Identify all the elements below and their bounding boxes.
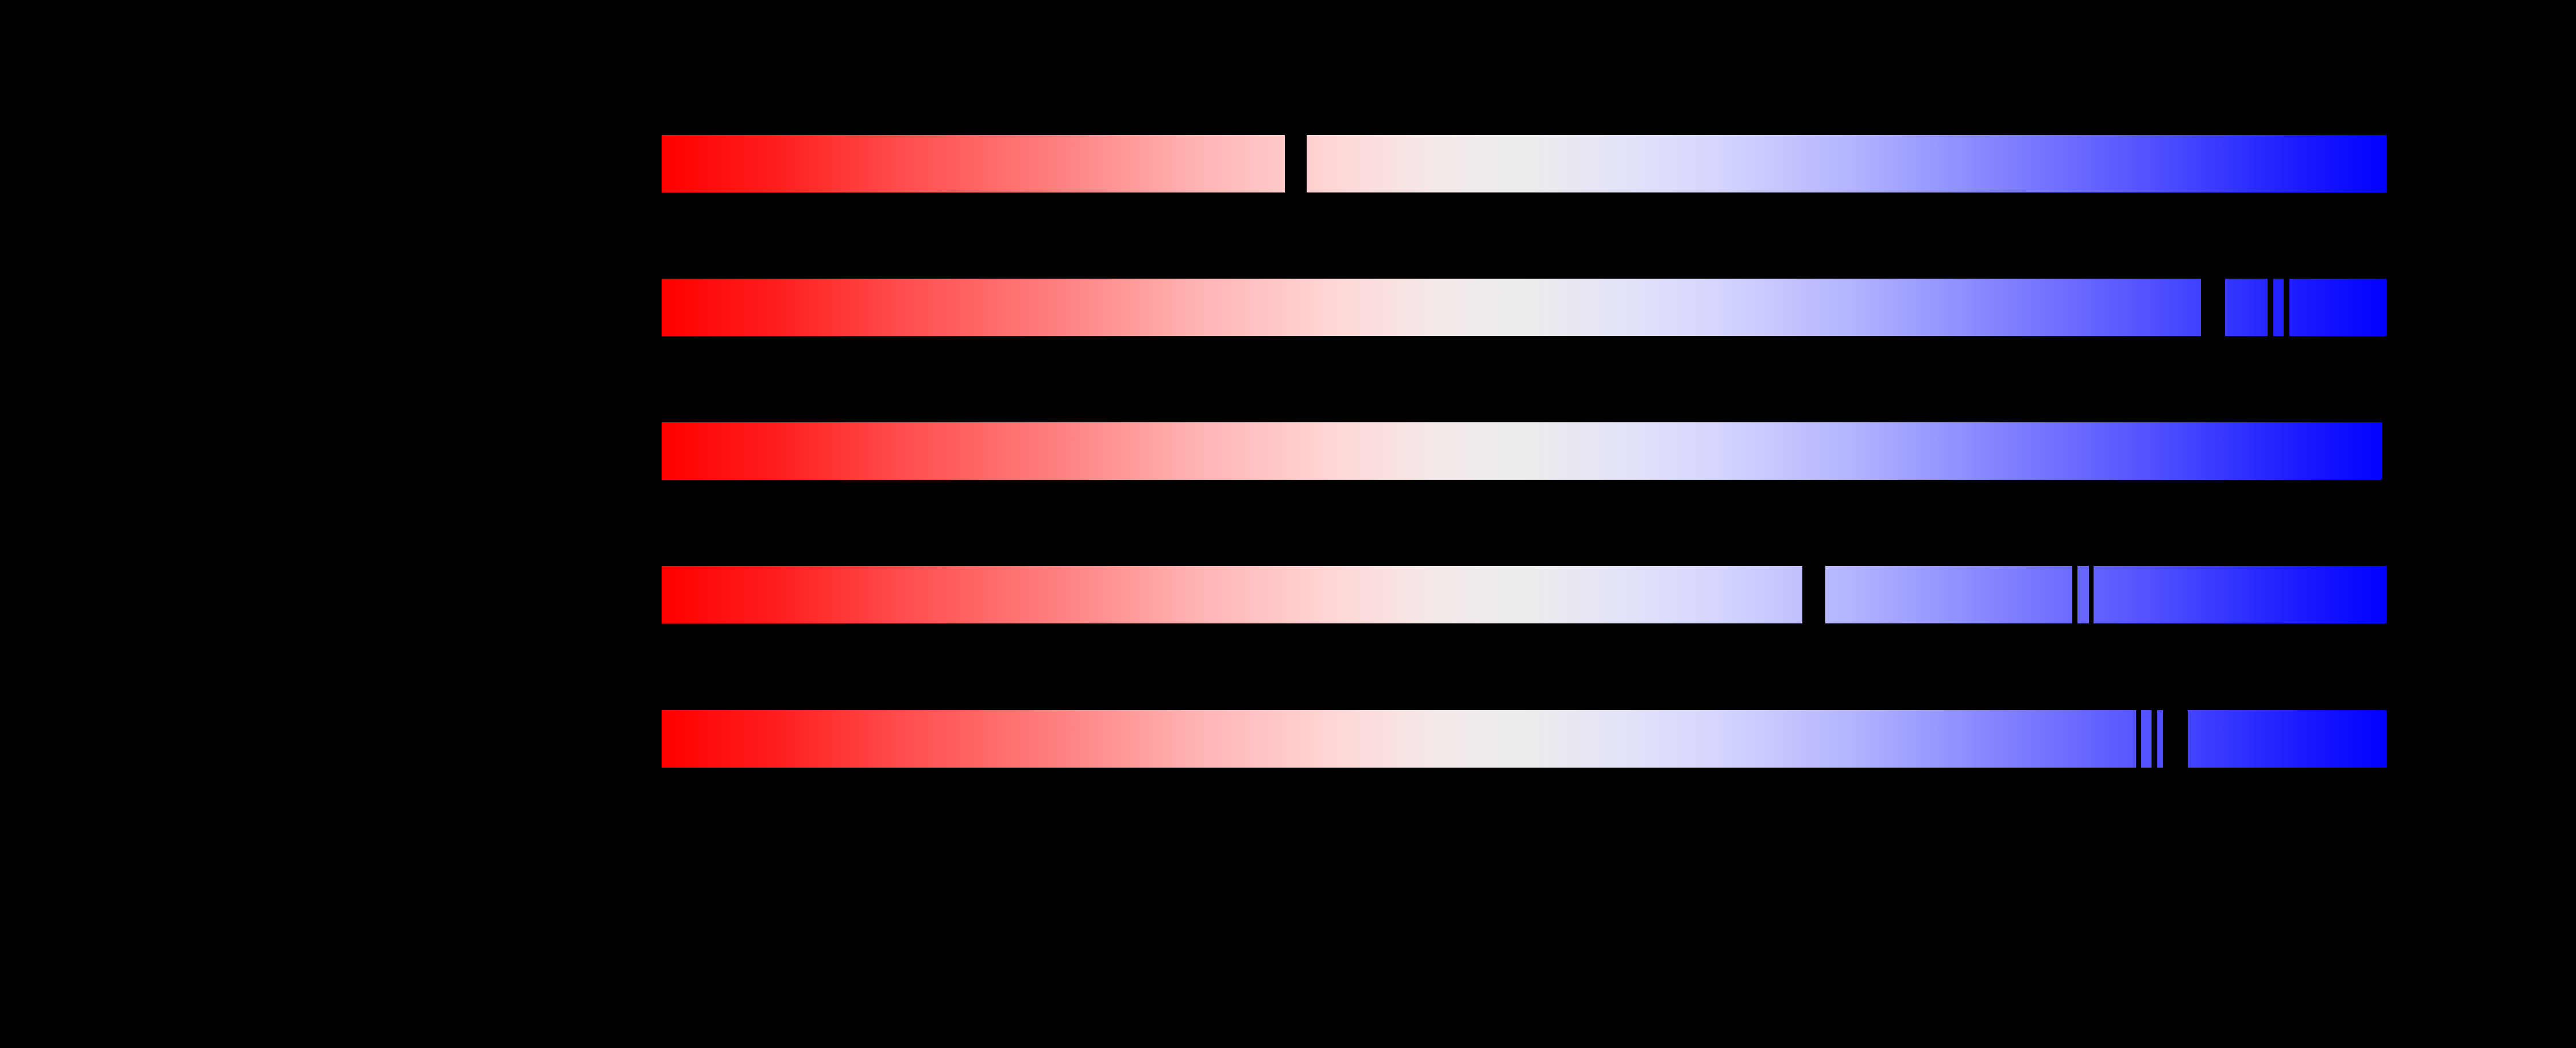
bar-segment xyxy=(662,279,2201,336)
bar-segment xyxy=(662,135,1285,192)
bar-segment xyxy=(2094,566,2386,623)
bar-segment xyxy=(1623,135,2386,192)
x-tick xyxy=(662,799,663,807)
bar-segment xyxy=(1825,566,2072,623)
bar-row-4[interactable] xyxy=(662,566,2386,623)
bar-segment xyxy=(662,566,1802,623)
x-tick xyxy=(1523,799,1524,807)
x-tick xyxy=(2385,799,2386,807)
bar-segment xyxy=(2273,279,2284,336)
bar-row-3[interactable] xyxy=(662,422,2386,480)
bar-segment xyxy=(1603,135,1617,192)
bar-segment xyxy=(2141,710,2152,768)
bar-segment xyxy=(2289,279,2386,336)
bar-row-5[interactable] xyxy=(662,710,2386,768)
bar-row-1[interactable] xyxy=(662,135,2386,192)
bar-row-2[interactable] xyxy=(662,279,2386,336)
bar-segment xyxy=(662,710,2136,768)
x-axis xyxy=(662,799,2386,807)
bar-segment xyxy=(2157,710,2163,768)
x-tick xyxy=(1092,799,1094,807)
bar-segment xyxy=(662,422,2382,480)
x-tick xyxy=(1955,799,1956,807)
bar-segment xyxy=(2225,279,2268,336)
bar-segment xyxy=(2188,710,2386,768)
bar-segment xyxy=(2077,566,2089,623)
